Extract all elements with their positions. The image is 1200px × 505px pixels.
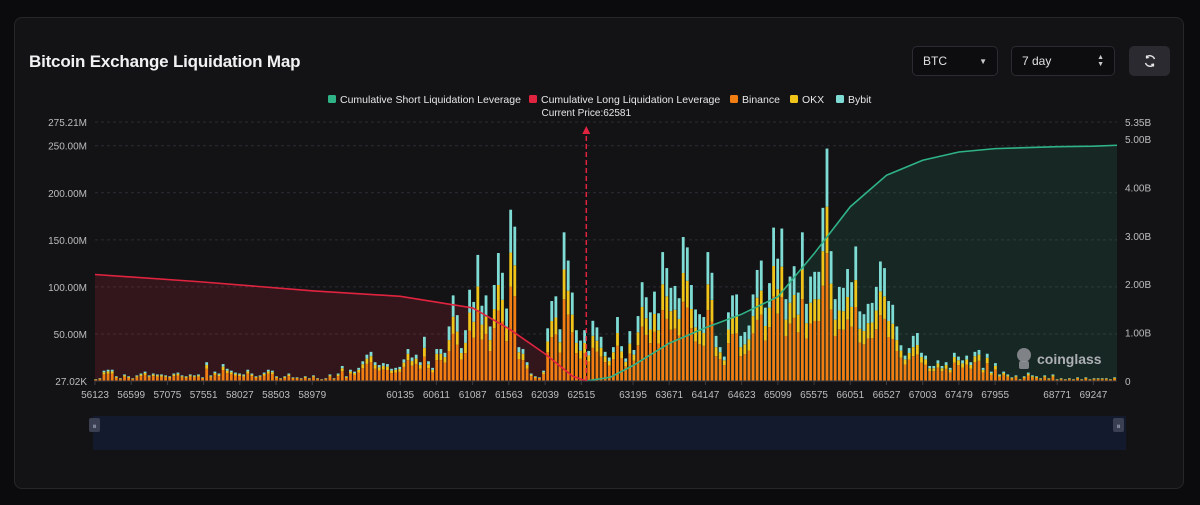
- updown-chevron-icon: ▲ ▼: [1097, 54, 1104, 68]
- range-select[interactable]: 7 day ▲ ▼: [1011, 46, 1115, 76]
- liquidation-map-card: Bitcoin Exchange Liquidation Map BTC ▼ 7…: [14, 17, 1184, 489]
- range-select-value: 7 day: [1022, 54, 1052, 68]
- chevron-down-icon: ▼: [979, 56, 987, 66]
- coin-select[interactable]: BTC ▼: [912, 46, 998, 76]
- refresh-icon: [1144, 55, 1155, 67]
- page-title: Bitcoin Exchange Liquidation Map: [29, 52, 301, 71]
- coin-select-value: BTC: [923, 54, 947, 68]
- refresh-button[interactable]: [1129, 46, 1170, 76]
